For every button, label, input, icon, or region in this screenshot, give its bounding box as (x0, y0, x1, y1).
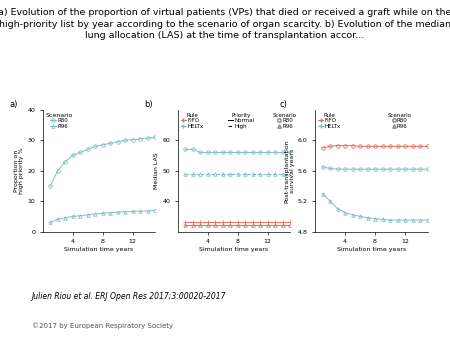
Legend: R80, R96: R80, R96 (45, 113, 73, 129)
Text: c): c) (279, 100, 287, 109)
Y-axis label: Post-transplantation
survival years: Post-transplantation survival years (284, 139, 295, 202)
Text: a) Evolution of the proportion of virtual patients (VPs) that died or received a: a) Evolution of the proportion of virtua… (0, 8, 450, 40)
X-axis label: Simulation time years: Simulation time years (199, 247, 269, 252)
Text: a): a) (9, 100, 18, 109)
Y-axis label: Median LAS: Median LAS (154, 152, 159, 189)
Text: ©2017 by European Respiratory Society: ©2017 by European Respiratory Society (32, 322, 173, 329)
X-axis label: Simulation time years: Simulation time years (337, 247, 406, 252)
X-axis label: Simulation time years: Simulation time years (64, 247, 134, 252)
Y-axis label: Proportion on
high priority %: Proportion on high priority % (14, 147, 24, 194)
Legend: R80, R96: R80, R96 (387, 113, 412, 129)
Text: b): b) (144, 100, 153, 109)
Text: Julien Riou et al. ERJ Open Res 2017;3:00020-2017: Julien Riou et al. ERJ Open Res 2017;3:0… (32, 292, 226, 301)
Legend: R80, R96: R80, R96 (273, 113, 297, 129)
